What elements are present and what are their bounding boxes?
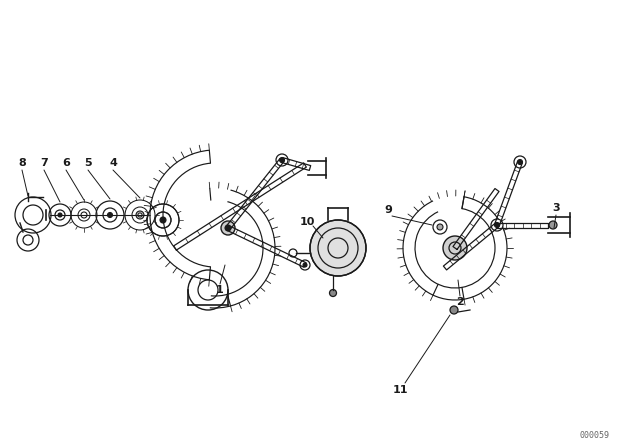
Circle shape: [450, 306, 458, 314]
Text: 2: 2: [456, 297, 464, 307]
Circle shape: [138, 213, 142, 217]
Circle shape: [221, 221, 235, 235]
Text: 000059: 000059: [580, 431, 610, 440]
Text: 6: 6: [62, 158, 70, 168]
Circle shape: [81, 212, 87, 218]
Circle shape: [518, 159, 522, 164]
Circle shape: [437, 224, 443, 230]
Circle shape: [225, 225, 231, 231]
Circle shape: [289, 249, 297, 257]
Text: 8: 8: [18, 158, 26, 168]
Circle shape: [495, 223, 499, 228]
Circle shape: [491, 219, 503, 231]
Circle shape: [330, 289, 337, 297]
Circle shape: [310, 220, 366, 276]
Circle shape: [303, 263, 307, 267]
Text: 4: 4: [109, 158, 117, 168]
Circle shape: [160, 217, 166, 223]
Text: 1: 1: [216, 285, 224, 295]
Circle shape: [549, 221, 557, 229]
Circle shape: [58, 213, 62, 217]
Text: 11: 11: [392, 385, 408, 395]
Circle shape: [433, 220, 447, 234]
Text: 7: 7: [40, 158, 48, 168]
Circle shape: [108, 212, 113, 217]
Circle shape: [300, 260, 310, 270]
Text: 9: 9: [384, 205, 392, 215]
Circle shape: [280, 158, 285, 163]
Text: 5: 5: [84, 158, 92, 168]
Circle shape: [276, 154, 288, 166]
Circle shape: [443, 236, 467, 260]
Text: 3: 3: [552, 203, 560, 213]
Circle shape: [514, 156, 526, 168]
Text: 10: 10: [300, 217, 315, 227]
Circle shape: [136, 211, 144, 219]
